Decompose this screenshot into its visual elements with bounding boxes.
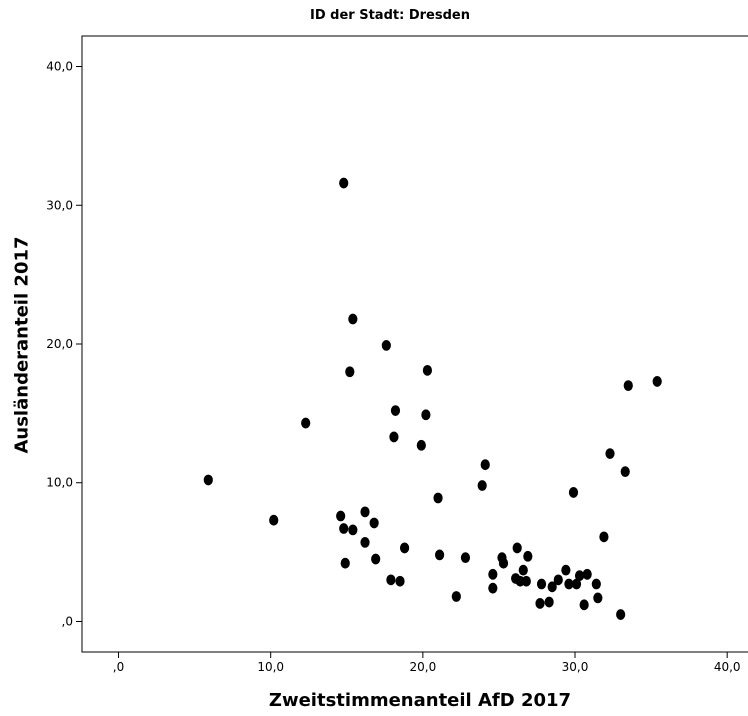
data-point <box>389 431 399 443</box>
x-tick: 20,0 <box>409 652 436 674</box>
x-tick-label: 10,0 <box>257 660 284 674</box>
x-axis-label: Zweitstimmenanteil AfD 2017 <box>268 690 572 711</box>
data-point <box>652 376 662 387</box>
data-point <box>544 596 554 608</box>
x-tick: 30,0 <box>562 652 589 674</box>
data-point <box>488 568 498 580</box>
x-tick: 10,0 <box>257 652 284 674</box>
x-tick: ,0 <box>113 652 124 674</box>
data-point <box>421 409 431 421</box>
data-point <box>339 177 349 189</box>
data-point <box>399 542 410 554</box>
y-tick-label: 20,0 <box>46 337 73 351</box>
y-tick-label: 10,0 <box>46 476 73 490</box>
data-point <box>568 487 579 498</box>
data-point <box>336 510 346 522</box>
data-point <box>339 523 349 534</box>
y-tick: ,0 <box>62 614 82 628</box>
data-point <box>553 574 563 586</box>
plot-area-frame <box>81 35 748 653</box>
data-point <box>488 582 498 594</box>
data-point <box>547 581 557 593</box>
data-point <box>593 592 603 604</box>
data-point <box>395 575 405 587</box>
data-point <box>269 514 279 526</box>
data-point <box>360 536 370 548</box>
data-point <box>433 492 443 504</box>
data-point <box>477 480 487 491</box>
data-point <box>535 598 545 609</box>
x-tick-label: 40,0 <box>714 660 741 674</box>
data-point <box>390 405 401 416</box>
data-point <box>591 578 601 590</box>
chart-title: ID der Stadt: Dresden <box>310 8 470 23</box>
data-point <box>348 524 358 536</box>
data-point <box>571 578 582 590</box>
data-point <box>480 459 490 471</box>
x-axis-ticks: ,0 10,0 20,0 30,0 40,0 <box>113 652 741 674</box>
data-point <box>203 474 213 486</box>
y-tick: 20,0 <box>46 337 82 351</box>
data-points <box>203 177 662 620</box>
x-tick-label: 30,0 <box>562 660 589 674</box>
y-axis-ticks: ,0 10,0 20,0 30,0 40,0 <box>46 60 82 628</box>
data-point <box>416 439 426 451</box>
data-point <box>561 564 571 576</box>
data-point <box>348 313 358 325</box>
data-point <box>360 506 370 518</box>
data-point <box>386 574 396 586</box>
data-point <box>460 552 471 564</box>
data-point <box>620 466 630 478</box>
data-point <box>434 549 445 561</box>
x-tick-label: ,0 <box>113 660 124 674</box>
data-point <box>599 531 609 543</box>
data-point <box>381 339 391 351</box>
data-point <box>582 568 592 580</box>
y-axis-label: Ausländeranteil 2017 <box>11 236 33 454</box>
data-point <box>536 578 547 590</box>
data-point <box>564 578 574 590</box>
data-point <box>451 591 461 602</box>
y-tick-label: ,0 <box>62 614 73 628</box>
data-point <box>521 575 531 587</box>
data-point <box>345 366 355 378</box>
y-tick: 10,0 <box>46 476 82 490</box>
x-tick: 40,0 <box>714 652 741 674</box>
data-point <box>518 564 528 576</box>
y-tick: 40,0 <box>46 60 82 74</box>
x-tick-label: 20,0 <box>409 660 436 674</box>
data-point <box>579 599 589 611</box>
y-tick-label: 40,0 <box>46 60 73 74</box>
data-point <box>605 448 615 460</box>
data-point <box>616 609 626 620</box>
data-point <box>422 364 433 376</box>
data-point <box>623 380 633 392</box>
data-point <box>340 557 350 569</box>
data-point <box>523 550 533 562</box>
data-point <box>498 557 509 569</box>
y-tick: 30,0 <box>46 198 82 212</box>
data-point <box>574 570 585 582</box>
data-point <box>371 553 381 565</box>
data-point <box>301 417 311 429</box>
data-point <box>512 542 522 554</box>
data-point <box>369 517 379 529</box>
y-tick-label: 30,0 <box>46 198 73 212</box>
